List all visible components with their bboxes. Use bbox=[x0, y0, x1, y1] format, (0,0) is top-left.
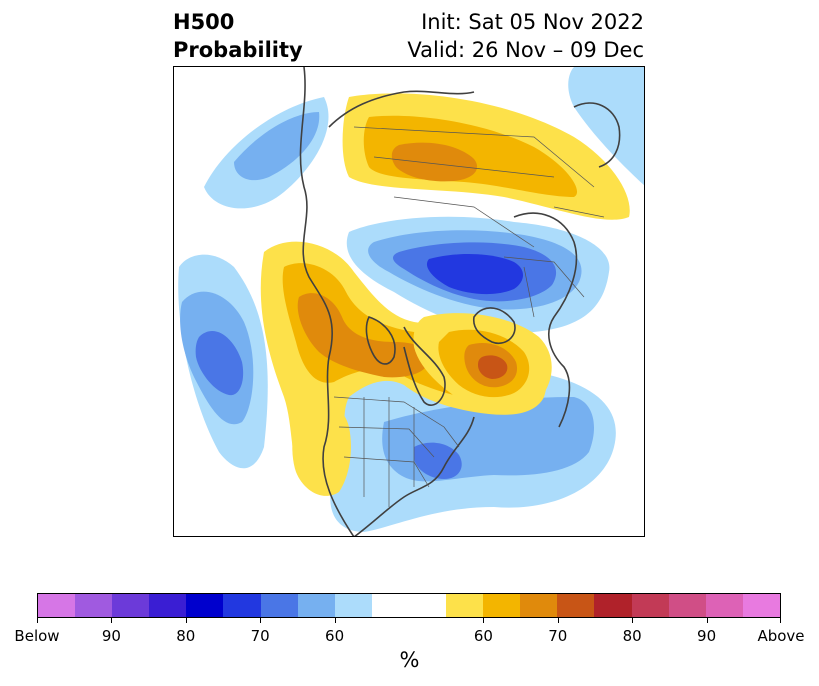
colorbar-tick bbox=[557, 618, 559, 623]
colorbar-segment bbox=[186, 594, 224, 617]
colorbar-segment bbox=[557, 594, 595, 617]
map-title: H500 Probability bbox=[173, 8, 303, 64]
colorbar-segment bbox=[112, 594, 150, 617]
colorbar-tick bbox=[632, 618, 634, 623]
colorbar-tick-label: 80 bbox=[176, 627, 196, 645]
colorbar-segment bbox=[668, 594, 706, 617]
colorbar-tick-label: Above bbox=[757, 627, 805, 645]
colorbar-tick-label: 80 bbox=[622, 627, 642, 645]
colorbar-tick bbox=[185, 618, 187, 623]
political-borders bbox=[333, 126, 605, 507]
map-canvas bbox=[178, 67, 644, 536]
colorbar-segment bbox=[408, 594, 447, 617]
coastlines bbox=[299, 67, 621, 536]
colorbar-segment bbox=[705, 594, 743, 617]
colorbar-segment bbox=[260, 594, 298, 617]
colorbar-tick-label: 90 bbox=[697, 627, 717, 645]
colorbar-segment bbox=[149, 594, 187, 617]
colorbar-tick bbox=[37, 618, 38, 623]
colorbar-segment bbox=[297, 594, 335, 617]
probability-colorbar bbox=[37, 593, 781, 618]
colorbar-tick bbox=[706, 618, 708, 623]
colorbar-tick-label: 60 bbox=[325, 627, 345, 645]
colorbar-tick bbox=[111, 618, 113, 623]
colorbar-ticks: Below 90 80 70 60 60 70 80 90 Above bbox=[14, 618, 805, 645]
title-variable: H500 bbox=[173, 10, 235, 34]
colorbar-segment bbox=[446, 594, 484, 617]
probability-map bbox=[173, 66, 645, 537]
colorbar-tick bbox=[483, 618, 485, 623]
colorbar-segment bbox=[594, 594, 632, 617]
colorbar-tick bbox=[334, 618, 336, 623]
colorbar-segment bbox=[334, 594, 372, 617]
colorbar-tick-label: 70 bbox=[548, 627, 568, 645]
valid-period: Valid: 26 Nov – 09 Dec bbox=[407, 38, 644, 62]
colorbar-segment bbox=[38, 594, 76, 617]
colorbar-tick bbox=[260, 618, 262, 623]
colorbar-segment bbox=[631, 594, 669, 617]
init-date: Init: Sat 05 Nov 2022 bbox=[421, 10, 644, 34]
colorbar-tick-label: 90 bbox=[101, 627, 121, 645]
colorbar-segment bbox=[75, 594, 113, 617]
map-dates: Init: Sat 05 Nov 2022 Valid: 26 Nov – 09… bbox=[407, 8, 644, 64]
title-product: Probability bbox=[173, 38, 303, 62]
colorbar-segment bbox=[742, 594, 780, 617]
colorbar-segment bbox=[371, 594, 409, 617]
colorbar-tick bbox=[780, 618, 781, 623]
above-normal-shading bbox=[260, 93, 630, 496]
colorbar-tick-label: Below bbox=[14, 627, 60, 645]
colorbar-tick-label: 70 bbox=[250, 627, 270, 645]
colorbar-unit-label: % bbox=[399, 648, 420, 672]
colorbar-segment bbox=[483, 594, 521, 617]
colorbar-segment bbox=[520, 594, 558, 617]
colorbar-tick-label: 60 bbox=[473, 627, 493, 645]
colorbar-segment bbox=[223, 594, 261, 617]
